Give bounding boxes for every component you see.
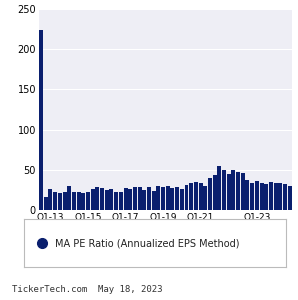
Bar xyxy=(95,188,99,210)
Bar xyxy=(236,172,240,210)
Text: MA PE Ratio (Annualized EPS Method): MA PE Ratio (Annualized EPS Method) xyxy=(55,238,240,248)
Bar xyxy=(63,192,66,210)
Bar xyxy=(222,170,226,210)
Bar xyxy=(166,186,170,210)
Bar xyxy=(119,192,123,210)
Bar xyxy=(274,184,278,210)
Bar xyxy=(208,178,212,210)
Bar xyxy=(100,188,104,210)
Bar xyxy=(175,187,179,210)
Bar xyxy=(156,186,160,210)
Bar xyxy=(58,193,62,210)
Bar xyxy=(170,188,174,210)
Bar xyxy=(138,188,142,210)
Bar xyxy=(241,173,245,210)
Bar xyxy=(91,189,95,210)
Bar xyxy=(217,166,221,210)
Bar xyxy=(44,197,48,210)
Bar xyxy=(128,189,132,210)
Bar xyxy=(109,189,114,210)
Bar xyxy=(194,182,198,210)
Bar xyxy=(86,192,90,210)
Bar xyxy=(133,188,137,210)
Bar xyxy=(114,191,118,210)
Bar xyxy=(105,190,109,210)
Bar xyxy=(180,189,184,210)
Bar xyxy=(77,191,80,210)
Bar xyxy=(264,184,268,210)
Bar xyxy=(269,182,273,210)
Bar xyxy=(283,184,287,210)
Bar xyxy=(81,193,85,210)
Bar xyxy=(142,190,146,210)
Bar xyxy=(184,185,189,210)
Bar xyxy=(39,30,43,210)
Bar xyxy=(227,174,231,210)
Bar xyxy=(147,188,151,210)
Bar xyxy=(161,188,165,210)
Bar xyxy=(189,184,193,210)
Bar xyxy=(246,180,249,210)
Text: TickerTech.com  May 18, 2023: TickerTech.com May 18, 2023 xyxy=(12,285,162,294)
Bar xyxy=(49,189,52,210)
Bar xyxy=(152,191,156,210)
Bar xyxy=(124,188,128,210)
Bar xyxy=(278,184,282,210)
Bar xyxy=(232,170,235,210)
Bar xyxy=(67,186,71,210)
Bar xyxy=(288,186,292,210)
Bar xyxy=(203,186,207,210)
Bar xyxy=(260,184,263,210)
Bar xyxy=(72,192,76,210)
Bar xyxy=(53,192,57,210)
Bar xyxy=(250,183,254,210)
Bar xyxy=(213,176,217,210)
Bar xyxy=(255,181,259,210)
Bar xyxy=(198,183,203,210)
